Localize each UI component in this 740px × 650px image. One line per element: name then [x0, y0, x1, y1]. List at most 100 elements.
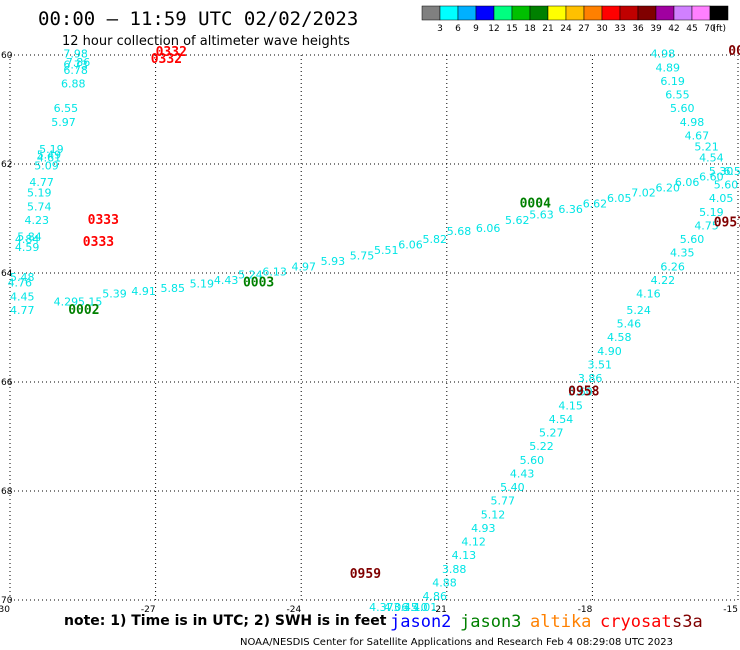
swh-value: 4.06 [384, 601, 409, 614]
credit-line: NOAA/NESDIS Center for Satellite Applica… [240, 637, 673, 648]
colorbar-label: 42 [668, 24, 679, 34]
swh-value: 6.55 [54, 102, 79, 115]
satellite-legend-item: jason2 [390, 612, 451, 632]
swh-value: 5.27 [539, 427, 564, 440]
y-tick-label: 66 [1, 378, 13, 388]
colorbar-label: 9 [473, 24, 479, 34]
swh-value: 5.82 [423, 233, 448, 246]
swh-value: 4.05 [709, 192, 734, 205]
swh-value: 6.62 [583, 198, 608, 211]
swh-value: 4.77 [10, 304, 35, 317]
swh-value: 6.36 [558, 203, 583, 216]
satellite-legend: jason2 jason3 altika cryosat s3a [390, 612, 703, 632]
swh-value: 4.98 [651, 48, 676, 61]
swh-value: 5.12 [481, 508, 506, 521]
swh-value: 4.61 [37, 151, 62, 164]
swh-value: 4.29 [54, 296, 79, 309]
swh-value: 7.98 [63, 48, 88, 61]
data-points: 7.987.866.736.786.886.555.975.195.494.61… [8, 48, 740, 614]
swh-value: 5.24 [238, 268, 263, 281]
swh-value: 4.93 [471, 522, 496, 535]
y-tick-label: 68 [1, 487, 13, 497]
axis-ticks: -30 -27 -24 -21 -18 -15 60 62 64 66 68 70 [0, 51, 738, 615]
swh-value: 6.88 [61, 78, 86, 91]
swh-value: 5.60 [568, 386, 593, 399]
colorbar-label: 24 [560, 24, 572, 34]
colorbar-label: 18 [524, 24, 536, 34]
colorbar-label: 21 [542, 24, 553, 34]
swh-value: 5.22 [529, 440, 554, 453]
swh-value: 5.62 [505, 214, 530, 227]
swh-value: 5.46 [617, 318, 642, 331]
swh-value: 5.60 [680, 233, 705, 246]
swh-value: 5.19 [190, 278, 215, 291]
swh-value: 6.06 [476, 222, 501, 235]
swh-value: 4.77 [29, 176, 54, 189]
swh-value: 5.74 [27, 200, 51, 213]
swh-value: 3.88 [442, 563, 467, 576]
pass-time-label: 0333 [88, 213, 119, 228]
colorbar-swatch [511, 5, 531, 21]
colorbar-swatch [439, 5, 459, 21]
swh-value: 4.37 [369, 601, 394, 614]
pass-time-label: 0959 [350, 567, 381, 582]
swh-value: 5.15 [78, 296, 103, 309]
satellite-legend-item: altika [530, 612, 591, 632]
swh-value: 5.30 [709, 165, 734, 178]
swh-value: 4.67 [685, 129, 710, 142]
swh-value: 4.43 [214, 274, 239, 287]
swh-value: 6.26 [660, 260, 685, 273]
colorbar-label: 45 [686, 24, 697, 34]
swh-value: 4.97 [291, 260, 316, 273]
swh-value: 3.51 [588, 358, 613, 371]
swh-value: 6.19 [660, 75, 685, 88]
pass-time-label: 0332 [156, 45, 187, 60]
swh-value: 5.97 [51, 116, 76, 129]
swh-value: 3.45 [393, 601, 418, 614]
swh-value: 6.06 [675, 176, 700, 189]
colorbar-swatch [619, 5, 639, 21]
swh-value: 4.90 [597, 345, 622, 358]
swh-value: 5.21 [694, 140, 719, 153]
swh-value: 5.39 [102, 288, 127, 301]
y-tick-label: 60 [1, 51, 13, 61]
colorbar-swatch [475, 5, 495, 21]
swh-value: 4.16 [636, 288, 661, 301]
colorbar-swatch [421, 5, 441, 21]
colorbar-label: 30 [596, 24, 608, 34]
colorbar-swatch [709, 5, 729, 21]
pass-time-label: 0004 [520, 197, 551, 212]
colorbar-swatch [583, 5, 603, 21]
swh-value: 4.43 [510, 467, 534, 480]
swh-value: 4.76 [8, 277, 33, 290]
colorbar-swatch [457, 5, 477, 21]
swh-value: 5.60 [714, 179, 739, 192]
chart-title: 00:00 – 11:59 UTC 02/02/2023 [38, 8, 358, 30]
x-tick-label: -24 [286, 605, 301, 615]
colorbar-label: 3 [437, 24, 443, 34]
swh-value: 6.05 [607, 192, 632, 205]
colorbar-swatch [691, 5, 711, 21]
pass-time-label: 0957 [714, 216, 740, 231]
swh-value: 5.63 [529, 209, 554, 222]
satellite-legend-item: jason3 [460, 612, 521, 632]
swh-value: 4.45 [10, 290, 35, 303]
swh-value: 4.01 [413, 601, 438, 614]
satellite-legend-item: s3a [672, 612, 703, 632]
swh-value: 5.19 [27, 187, 51, 200]
swh-value: 5.84 [17, 230, 41, 243]
swh-value: 4.86 [423, 590, 448, 603]
colorbar-swatch [601, 5, 621, 21]
swh-value: 4.58 [607, 331, 632, 344]
swh-value: 6.06 [398, 238, 423, 251]
pass-time-label: 0333 [83, 235, 114, 250]
swh-value: 3.10 [403, 601, 428, 614]
colorbar-swatch [547, 5, 567, 21]
colorbar-label: 15 [506, 24, 517, 34]
swh-value: 5.48 [10, 271, 35, 284]
swh-value: 5.93 [321, 255, 346, 268]
swh-value: 6.55 [665, 89, 690, 102]
swh-value: 5.09 [34, 159, 59, 172]
swh-value: 4.84 [15, 233, 40, 246]
